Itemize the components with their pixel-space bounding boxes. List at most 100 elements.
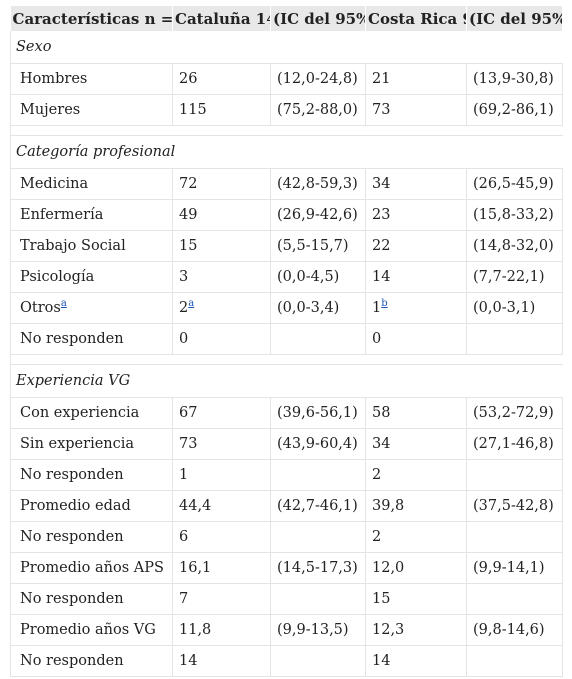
costa-rica-value: 34 [372, 436, 391, 452]
costa-rica-value: 12,0 [372, 560, 405, 576]
row-label-cell: Otrosa [10, 292, 173, 324]
costa-rica-ci-cell [466, 521, 563, 553]
row-label-cell: Promedio edad [10, 490, 173, 522]
costa-rica-ci-cell: (14,8-32,0) [466, 230, 563, 262]
costa-rica-ci-cell: (15,8-33,2) [466, 199, 563, 231]
row-label-cell: No responden [10, 459, 173, 491]
cataluna-ci: (42,7-46,1) [277, 498, 358, 514]
costa-rica-ci-cell: (26,5-45,9) [466, 168, 563, 200]
footnote-link[interactable]: b [381, 298, 388, 310]
cataluna-value-cell: 2a [172, 292, 271, 324]
cataluna-value: 72 [179, 176, 198, 192]
row-label: Hombres [20, 71, 88, 87]
footnote-link[interactable]: a [60, 298, 67, 310]
costa-rica-ci: (26,5-45,9) [473, 176, 554, 192]
costa-rica-value: 15 [372, 591, 391, 607]
costa-rica-ci-cell: (9,9-14,1) [466, 552, 563, 584]
costa-rica-ci-cell: (69,2-86,1) [466, 94, 563, 126]
row-label: Enfermería [20, 207, 104, 223]
costa-rica-ci-cell: (13,9-30,8) [466, 63, 563, 95]
cataluna-value-cell: 11,8 [172, 614, 271, 646]
header-cataluna-ci: (IC del 95%) [270, 6, 366, 31]
cataluna-ci-cell: (75,2-88,0) [270, 94, 366, 126]
section-spacer [10, 125, 563, 136]
section-header-row: Sexo [10, 31, 563, 64]
cataluna-value: 7 [179, 591, 189, 607]
spacer-cell [10, 354, 563, 365]
section-title: Sexo [10, 31, 563, 64]
costa-rica-value-cell: 23 [365, 199, 467, 231]
row-label-cell: Con experiencia [10, 397, 173, 429]
cataluna-value: 44,4 [179, 498, 212, 514]
costa-rica-ci: (37,5-42,8) [473, 498, 554, 514]
cataluna-ci-cell: (14,5-17,3) [270, 552, 366, 584]
costa-rica-value-cell: 22 [365, 230, 467, 262]
cataluna-ci-cell: (42,7-46,1) [270, 490, 366, 522]
costa-rica-value-cell: 2 [365, 459, 467, 491]
costa-rica-value-cell: 73 [365, 94, 467, 126]
table-row: Enfermería 49 (26,9-42,6) 23 (15,8-33,2) [10, 199, 563, 231]
costa-rica-value-cell: 2 [365, 521, 467, 553]
costa-rica-value: 12,3 [372, 622, 405, 638]
costa-rica-ci: (27,1-46,8) [473, 436, 554, 452]
table-row: No responden 0 0 [10, 323, 563, 355]
row-label-cell: Promedio años VG [10, 614, 173, 646]
cataluna-value-cell: 67 [172, 397, 271, 429]
row-label-cell: Psicología [10, 261, 173, 293]
table-row: Con experiencia 67 (39,6-56,1) 58 (53,2-72,9… [10, 397, 563, 429]
cataluna-value: 73 [179, 436, 198, 452]
cataluna-value: 16,1 [179, 560, 212, 576]
table-row: Promedio edad 44,4 (42,7-46,1) 39,8 (37,5-42… [10, 490, 563, 522]
costa-rica-ci-cell: (9,8-14,6) [466, 614, 563, 646]
section-title: Categoría profesional [10, 135, 563, 169]
row-label: Mujeres [20, 102, 81, 118]
row-label-cell: No responden [10, 521, 173, 553]
cataluna-value-cell: 115 [172, 94, 271, 126]
cataluna-value-cell: 6 [172, 521, 271, 553]
cataluna-value: 67 [179, 405, 198, 421]
row-label-cell: No responden [10, 583, 173, 615]
cataluna-value-cell: 0 [172, 323, 271, 355]
cataluna-value-cell: 16,1 [172, 552, 271, 584]
costa-rica-ci: (7,7-22,1) [473, 269, 545, 285]
row-label-cell: Enfermería [10, 199, 173, 231]
spacer-cell [10, 125, 563, 136]
cataluna-ci: (39,6-56,1) [277, 405, 358, 421]
table-row: Promedio años APS 16,1 (14,5-17,3) 12,0 (9,9… [10, 552, 563, 584]
table-row: Otrosa 2a (0,0-3,4) 1b (0,0-3,1) [10, 292, 563, 324]
cataluna-ci: (12,0-24,8) [277, 71, 358, 87]
section-title: Experiencia VG [10, 364, 563, 398]
table-row: No responden 14 14 [10, 645, 563, 677]
header-characteristics: Características n =2 35 [10, 6, 173, 31]
cataluna-ci: (26,9-42,6) [277, 207, 358, 223]
costa-rica-value-cell: 0 [365, 323, 467, 355]
costa-rica-ci: (53,2-72,9) [473, 405, 554, 421]
costa-rica-value-cell: 12,3 [365, 614, 467, 646]
cataluna-ci: (42,8-59,3) [277, 176, 358, 192]
cataluna-ci: (43,9-60,4) [277, 436, 358, 452]
cataluna-ci-cell: (42,8-59,3) [270, 168, 366, 200]
table-row: Trabajo Social 15 (5,5-15,7) 22 (14,8-32,0) [10, 230, 563, 262]
row-label: Promedio edad [20, 498, 131, 514]
cataluna-value-cell: 49 [172, 199, 271, 231]
footnote-link[interactable]: a [188, 298, 195, 310]
table-row: No responden 1 2 [10, 459, 563, 491]
cataluna-value-cell: 44,4 [172, 490, 271, 522]
costa-rica-ci-cell [466, 459, 563, 491]
row-label: Sin experiencia [20, 436, 135, 452]
table-container: Características n =2 35 Cataluña 141 (IC… [10, 6, 563, 677]
header-costa-rica: Costa Rica 94 [365, 6, 467, 31]
row-label: Trabajo Social [20, 238, 126, 254]
costa-rica-value-cell: 14 [365, 645, 467, 677]
costa-rica-ci-cell [466, 645, 563, 677]
row-label-cell: Mujeres [10, 94, 173, 126]
cataluna-value-cell: 7 [172, 583, 271, 615]
cataluna-ci-cell: (43,9-60,4) [270, 428, 366, 460]
row-label: No responden [20, 653, 124, 669]
costa-rica-value: 34 [372, 176, 391, 192]
cataluna-ci: (14,5-17,3) [277, 560, 358, 576]
costa-rica-ci-cell [466, 323, 563, 355]
row-label: Promedio años APS [20, 560, 164, 576]
costa-rica-ci: (13,9-30,8) [473, 71, 554, 87]
cataluna-ci-cell: (9,9-13,5) [270, 614, 366, 646]
